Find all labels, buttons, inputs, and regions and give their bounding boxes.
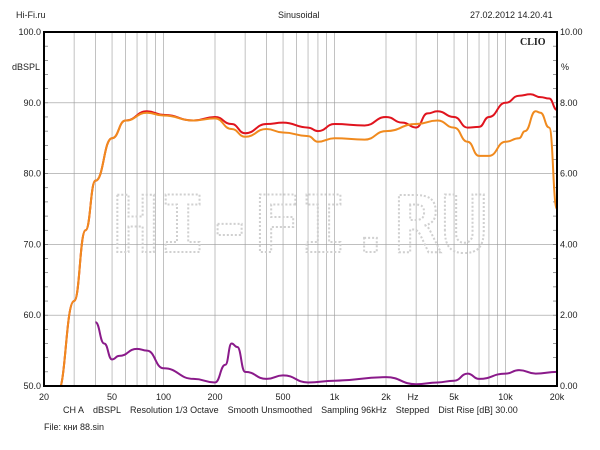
- y2-axis-label: %: [561, 62, 570, 72]
- y2-tick-label: 2.00: [560, 310, 578, 320]
- y2-tick-label: 0.00: [560, 381, 578, 391]
- y-tick-label: 70.0: [23, 239, 41, 249]
- y-axis-label: dBSPL: [12, 62, 41, 72]
- header-right: 27.02.2012 14.20.41: [470, 10, 553, 20]
- plot-bottom-mask: [44, 387, 557, 395]
- x-axis-label: Hz: [408, 392, 419, 402]
- y-tick-label: 60.0: [23, 310, 41, 320]
- series-distortion-purple: [94, 321, 558, 386]
- file-label: File: кни 88.sin: [44, 422, 104, 432]
- y2-tick-label: 10.00: [560, 27, 583, 37]
- x-tick-label: 2k: [381, 392, 391, 402]
- setting-item: Smooth Unsmoothed: [227, 405, 313, 415]
- header-left: Hi-Fi.ru: [16, 10, 46, 20]
- x-tick-label: 200: [207, 392, 222, 402]
- x-tick-label: 20k: [550, 392, 565, 402]
- plot-frame: [43, 31, 558, 387]
- y-tick-label: 90.0: [23, 98, 41, 108]
- settings-bar: CH A dBSPL Resolution 1/3 Octave Smooth Uns…: [63, 405, 518, 415]
- y-tick-label: 50.0: [23, 381, 41, 391]
- x-tick-label: 500: [276, 392, 291, 402]
- watermark-logo: HI-FI.RU: [112, 181, 488, 271]
- setting-item: Sampling 96kHz: [321, 405, 387, 415]
- x-tick-label: 1k: [330, 392, 340, 402]
- header-center: Sinusoidal: [278, 10, 320, 20]
- setting-item: CH A: [63, 405, 85, 415]
- x-tick-label: 10k: [498, 392, 513, 402]
- setting-item: dBSPL: [93, 405, 122, 415]
- y2-tick-label: 4.00: [560, 239, 578, 249]
- setting-item: Stepped: [395, 405, 430, 415]
- x-tick-label: 50: [107, 392, 117, 402]
- y2-tick-label: 8.00: [560, 98, 578, 108]
- y2-tick-label: 6.00: [560, 169, 578, 179]
- x-tick-label: 100: [156, 392, 171, 402]
- x-tick-label: 5k: [449, 392, 459, 402]
- brand-label: CLIO: [520, 37, 546, 48]
- y-tick-label: 80.0: [23, 169, 41, 179]
- setting-item: Resolution 1/3 Octave: [130, 405, 219, 415]
- y-tick-label: 100.0: [18, 27, 41, 37]
- x-tick-label: 20: [39, 392, 49, 402]
- setting-item: Dist Rise [dB] 30.00: [438, 405, 518, 415]
- series-response-orange: [43, 110, 558, 394]
